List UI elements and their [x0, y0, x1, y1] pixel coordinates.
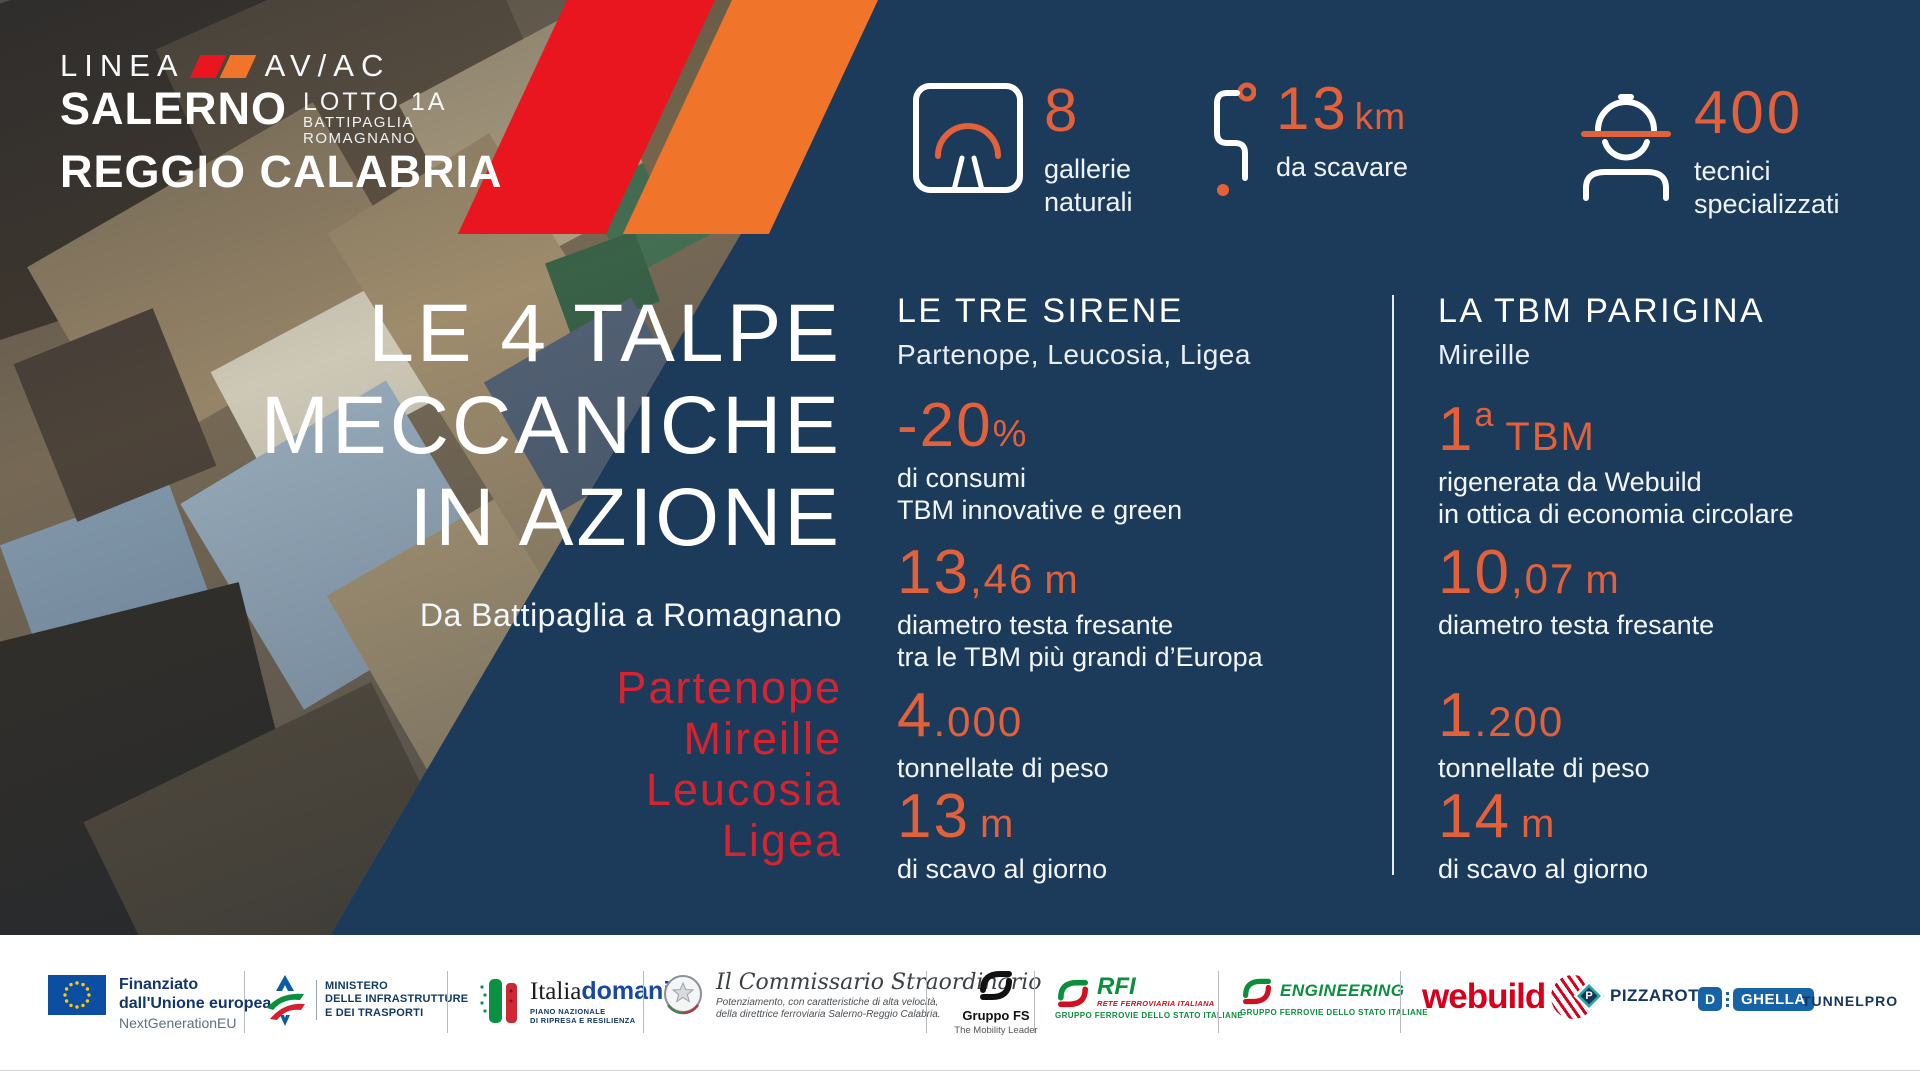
column1-subheading: Partenope, Leucosia, Ligea [897, 339, 1251, 370]
logo-tunnelpro: TUNNELPRO [1802, 993, 1899, 1009]
lotto-block: LOTTO 1A BATTIPAGLIA ROMAGNANO [303, 86, 447, 147]
page-title-line3: IN AZIONE [409, 472, 842, 563]
logo-gruppo-fs: Gruppo FS The Mobility Leader [950, 969, 1042, 1036]
fs-mark-icon [980, 971, 1012, 1000]
logo-rfi: RFI RETE FERROVIARIA ITALIANA GRUPPO FER… [1055, 973, 1244, 1021]
stat-peso-parigina: 1.200 tonnellate di peso [1438, 681, 1650, 784]
slide-bottom-edge [0, 1070, 1920, 1071]
project-brand: LINEA AV/AC SALERNO LOTTO 1A BATTIPAGLIA… [60, 48, 503, 195]
column-divider [1392, 295, 1394, 875]
footer-divider [1218, 971, 1219, 1033]
footer-divider [244, 971, 245, 1033]
mit-icon [267, 975, 305, 1026]
footer-divider [926, 971, 927, 1033]
logo-italiadomani: Italiadomani PIANO NAZIONALE DI RIPRESA … [478, 975, 670, 1027]
hero-block: LE 4 TALPE MECCANICHE IN AZIONE Da Batti… [150, 288, 842, 866]
stat-gallerie-label: gallerie naturali [1044, 154, 1133, 217]
stat-km-value: 13 km [1276, 75, 1407, 142]
stat-tecnici-label: tecnici specializzati [1694, 156, 1840, 219]
stat-tecnici: 400 tecnici specializzati [1578, 79, 1840, 221]
brand-city-reggio-calabria: REGGIO CALABRIA [60, 146, 503, 197]
brand-linea-label: LINEA [60, 48, 185, 83]
route-subtitle: Da Battipaglia a Romagnano [419, 597, 842, 633]
lotto-sub2: ROMAGNANO [303, 130, 417, 147]
tbm-name-list: Partenope Mireille Leucosia Ligea [150, 662, 842, 866]
logo-fs-engineering: ENGINEERING GRUPPO FERROVIE DELLO STATO … [1240, 977, 1428, 1017]
fs-mark-icon [1243, 978, 1271, 1005]
tbm-name-mireille: Mireille [683, 713, 842, 764]
partner-logo-bar: Finanziato dall'Unione europea NextGener… [0, 935, 1920, 1080]
brand-aviac-label: AV/AC [264, 48, 391, 83]
stat-km: 13 km da scavare [1210, 75, 1409, 207]
stat-prima-tbm: 1a TBM rigenerata da Webuild in ottica di … [1438, 395, 1794, 529]
italiadomani-icon [480, 979, 517, 1023]
footer-divider [643, 971, 644, 1033]
page-title-line1: LE 4 TALPE [368, 288, 842, 379]
rfi-mark-icon [1058, 979, 1088, 1008]
brand-city-row: SALERNO LOTTO 1A BATTIPAGLIA ROMAGNANO [60, 86, 503, 147]
stat-km-label: da scavare [1276, 152, 1409, 182]
footer-divider [1034, 971, 1035, 1033]
tbm-name-leucosia: Leucosia [645, 764, 842, 815]
page-title-line2: MECCANICHE [260, 380, 842, 471]
repubblica-emblem-icon [664, 975, 702, 1015]
tbm-name-ligea: Ligea [721, 815, 842, 866]
lotto-label: LOTTO 1A [303, 88, 448, 116]
logo-ministero-infrastrutture: MINISTERO DELLE INFRASTRUTTURE E DEI TRA… [262, 973, 468, 1027]
stat-gallerie-value: 8 [1044, 77, 1081, 144]
logo-ghella: D GHELLA [1698, 987, 1814, 1011]
stat-diametro-sirene: 13,46 m diametro testa fresante tra le TBM… [897, 538, 1263, 673]
lotto-sub1: BATTIPAGLIA [303, 114, 414, 131]
eu-flag-icon [48, 975, 106, 1015]
logo-pizzarotti: P PIZZAROTTi [1573, 980, 1715, 1012]
stat-peso-sirene: 4.000 tonnellate di peso [897, 681, 1109, 784]
column2-heading: LA TBM PARIGINA [1438, 292, 1766, 330]
stat-gallerie: 8 gallerie naturali [912, 77, 1133, 219]
brand-line-row: LINEA AV/AC [60, 48, 503, 84]
stat-tecnici-value: 400 [1694, 79, 1804, 146]
column-tbm-parigina: LA TBM PARIGINA Mireille 1a TBM rigenerat… [1438, 292, 1918, 884]
stat-scavo-parigina: 14 m di scavo al giorno [1438, 782, 1649, 885]
tbm-name-partenope: Partenope [616, 662, 842, 713]
brand-city-salerno: SALERNO [60, 83, 288, 134]
ghella-d-icon: D [1698, 987, 1722, 1011]
ghella-dots-icon [1726, 991, 1729, 1007]
footer-divider [1400, 971, 1401, 1033]
tunnel-icon [912, 82, 1024, 199]
worker-icon [1578, 84, 1674, 207]
logo-webuild: webuild [1422, 975, 1596, 1019]
logo-eu-funding: Finanziato dall'Unione europea NextGener… [48, 975, 271, 1033]
footer-divider [447, 971, 448, 1033]
column2-subheading: Mireille [1438, 339, 1531, 370]
stat-consumi: -20% di consumi TBM innovative e green [897, 391, 1183, 526]
pizzarotti-diamond-icon: P [1573, 980, 1605, 1012]
stat-diametro-parigina: 10,07 m diametro testa fresante [1438, 538, 1715, 641]
stat-scavo-sirene: 13 m di scavo al giorno [897, 782, 1108, 885]
column-tre-sirene: LE TRE SIRENE Partenope, Leucosia, Ligea… [897, 292, 1377, 884]
column1-heading: LE TRE SIRENE [897, 292, 1184, 330]
route-icon [1210, 80, 1257, 207]
